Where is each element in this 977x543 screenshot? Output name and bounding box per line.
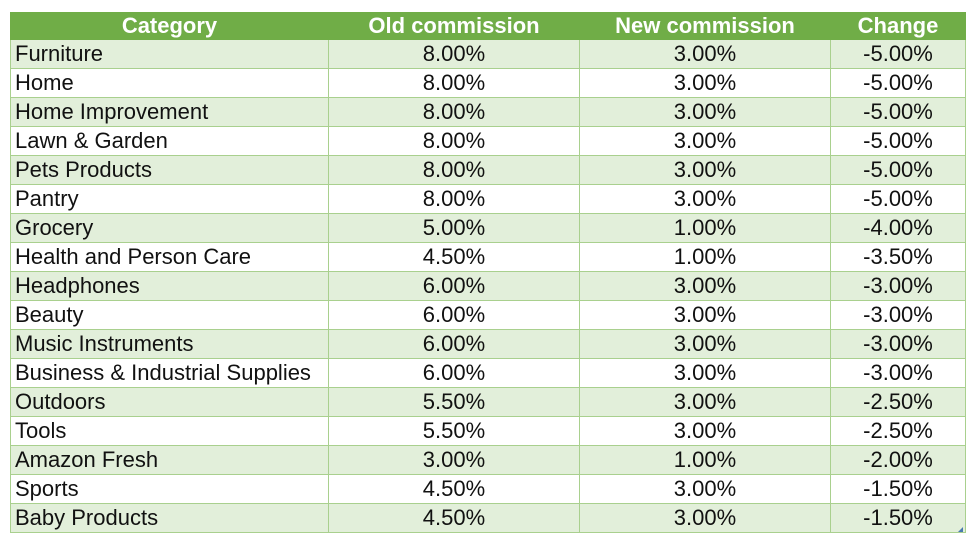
cell-change[interactable]: -5.00% (830, 126, 966, 156)
cell-old-commission[interactable]: 6.00% (328, 300, 580, 330)
cell-change[interactable]: -3.00% (830, 358, 966, 388)
cell-change[interactable]: -5.00% (830, 97, 966, 127)
cell-new-commission[interactable]: 3.00% (579, 387, 831, 417)
cell-category[interactable]: Music Instruments (10, 329, 329, 359)
cell-change[interactable]: -3.00% (830, 271, 966, 301)
cell-new-commission[interactable]: 1.00% (579, 213, 831, 243)
table-row: Sports 4.50% 3.00% -1.50% (10, 474, 966, 504)
cell-change[interactable]: -5.00% (830, 39, 966, 69)
cell-new-commission[interactable]: 3.00% (579, 155, 831, 185)
cell-new-commission[interactable]: 3.00% (579, 358, 831, 388)
cell-new-commission[interactable]: 3.00% (579, 184, 831, 214)
cell-old-commission[interactable]: 8.00% (328, 184, 580, 214)
cell-old-commission[interactable]: 5.00% (328, 213, 580, 243)
table-row: Furniture 8.00% 3.00% -5.00% (10, 39, 966, 69)
cell-new-commission[interactable]: 3.00% (579, 416, 831, 446)
cell-old-commission[interactable]: 5.50% (328, 416, 580, 446)
table-row: Music Instruments 6.00% 3.00% -3.00% (10, 329, 966, 359)
table-row: Outdoors 5.50% 3.00% -2.50% (10, 387, 966, 417)
cell-change[interactable]: -3.00% (830, 329, 966, 359)
cell-change[interactable]: -5.00% (830, 155, 966, 185)
cell-old-commission[interactable]: 4.50% (328, 474, 580, 504)
cell-change[interactable]: -1.50% (830, 503, 966, 533)
cell-change[interactable]: -2.00% (830, 445, 966, 475)
cell-change[interactable]: -2.50% (830, 416, 966, 446)
cell-old-commission[interactable]: 8.00% (328, 97, 580, 127)
table-row: Amazon Fresh 3.00% 1.00% -2.00% (10, 445, 966, 475)
cell-change[interactable]: -3.00% (830, 300, 966, 330)
commission-table-container: Category Old commission New commission C… (10, 12, 966, 533)
cell-old-commission[interactable]: 3.00% (328, 445, 580, 475)
cell-new-commission[interactable]: 3.00% (579, 474, 831, 504)
cell-old-commission[interactable]: 8.00% (328, 155, 580, 185)
cell-change[interactable]: -3.50% (830, 242, 966, 272)
cell-change[interactable]: -5.00% (830, 184, 966, 214)
cell-category[interactable]: Home Improvement (10, 97, 329, 127)
table-row: Pantry 8.00% 3.00% -5.00% (10, 184, 966, 214)
table-row: Business & Industrial Supplies 6.00% 3.00%… (10, 358, 966, 388)
cell-new-commission[interactable]: 3.00% (579, 271, 831, 301)
table-row: Pets Products 8.00% 3.00% -5.00% (10, 155, 966, 185)
cell-old-commission[interactable]: 6.00% (328, 358, 580, 388)
cell-change[interactable]: -2.50% (830, 387, 966, 417)
table-row: Grocery 5.00% 1.00% -4.00% (10, 213, 966, 243)
table-row: Headphones 6.00% 3.00% -3.00% (10, 271, 966, 301)
header-row: Category Old commission New commission C… (10, 12, 966, 40)
cell-new-commission[interactable]: 1.00% (579, 242, 831, 272)
cell-new-commission[interactable]: 3.00% (579, 39, 831, 69)
cell-category[interactable]: Beauty (10, 300, 329, 330)
cell-category[interactable]: Grocery (10, 213, 329, 243)
cell-new-commission[interactable]: 3.00% (579, 503, 831, 533)
table-row: Beauty 6.00% 3.00% -3.00% (10, 300, 966, 330)
cell-new-commission[interactable]: 3.00% (579, 126, 831, 156)
cell-category[interactable]: Amazon Fresh (10, 445, 329, 475)
cell-old-commission[interactable]: 5.50% (328, 387, 580, 417)
cell-change[interactable]: -1.50% (830, 474, 966, 504)
cell-old-commission[interactable]: 8.00% (328, 39, 580, 69)
cell-category[interactable]: Business & Industrial Supplies (10, 358, 329, 388)
cell-change[interactable]: -5.00% (830, 68, 966, 98)
cell-old-commission[interactable]: 6.00% (328, 329, 580, 359)
table-row: Home Improvement 8.00% 3.00% -5.00% (10, 97, 966, 127)
cell-category[interactable]: Headphones (10, 271, 329, 301)
resize-handle-icon[interactable] (958, 527, 963, 532)
cell-old-commission[interactable]: 4.50% (328, 503, 580, 533)
header-change[interactable]: Change (830, 12, 966, 40)
header-category[interactable]: Category (10, 12, 329, 40)
commission-table: Category Old commission New commission C… (10, 12, 966, 533)
cell-old-commission[interactable]: 6.00% (328, 271, 580, 301)
cell-category[interactable]: Pantry (10, 184, 329, 214)
cell-new-commission[interactable]: 3.00% (579, 300, 831, 330)
table-row: Tools 5.50% 3.00% -2.50% (10, 416, 966, 446)
cell-category[interactable]: Tools (10, 416, 329, 446)
cell-category[interactable]: Furniture (10, 39, 329, 69)
table-row: Baby Products 4.50% 3.00% -1.50% (10, 503, 966, 533)
cell-new-commission[interactable]: 3.00% (579, 329, 831, 359)
cell-category[interactable]: Pets Products (10, 155, 329, 185)
cell-category[interactable]: Health and Person Care (10, 242, 329, 272)
header-old-commission[interactable]: Old commission (328, 12, 580, 40)
table-row: Lawn & Garden 8.00% 3.00% -5.00% (10, 126, 966, 156)
cell-category[interactable]: Sports (10, 474, 329, 504)
cell-category[interactable]: Outdoors (10, 387, 329, 417)
cell-old-commission[interactable]: 4.50% (328, 242, 580, 272)
table-row: Home 8.00% 3.00% -5.00% (10, 68, 966, 98)
cell-change[interactable]: -4.00% (830, 213, 966, 243)
cell-category[interactable]: Home (10, 68, 329, 98)
cell-category[interactable]: Lawn & Garden (10, 126, 329, 156)
header-new-commission[interactable]: New commission (579, 12, 831, 40)
cell-category[interactable]: Baby Products (10, 503, 329, 533)
table-body: Furniture 8.00% 3.00% -5.00% Home 8.00% 3.00% -… (10, 39, 966, 533)
cell-old-commission[interactable]: 8.00% (328, 126, 580, 156)
cell-new-commission[interactable]: 3.00% (579, 68, 831, 98)
table-row: Health and Person Care 4.50% 1.00% -3.50% (10, 242, 966, 272)
cell-old-commission[interactable]: 8.00% (328, 68, 580, 98)
cell-new-commission[interactable]: 3.00% (579, 97, 831, 127)
cell-new-commission[interactable]: 1.00% (579, 445, 831, 475)
